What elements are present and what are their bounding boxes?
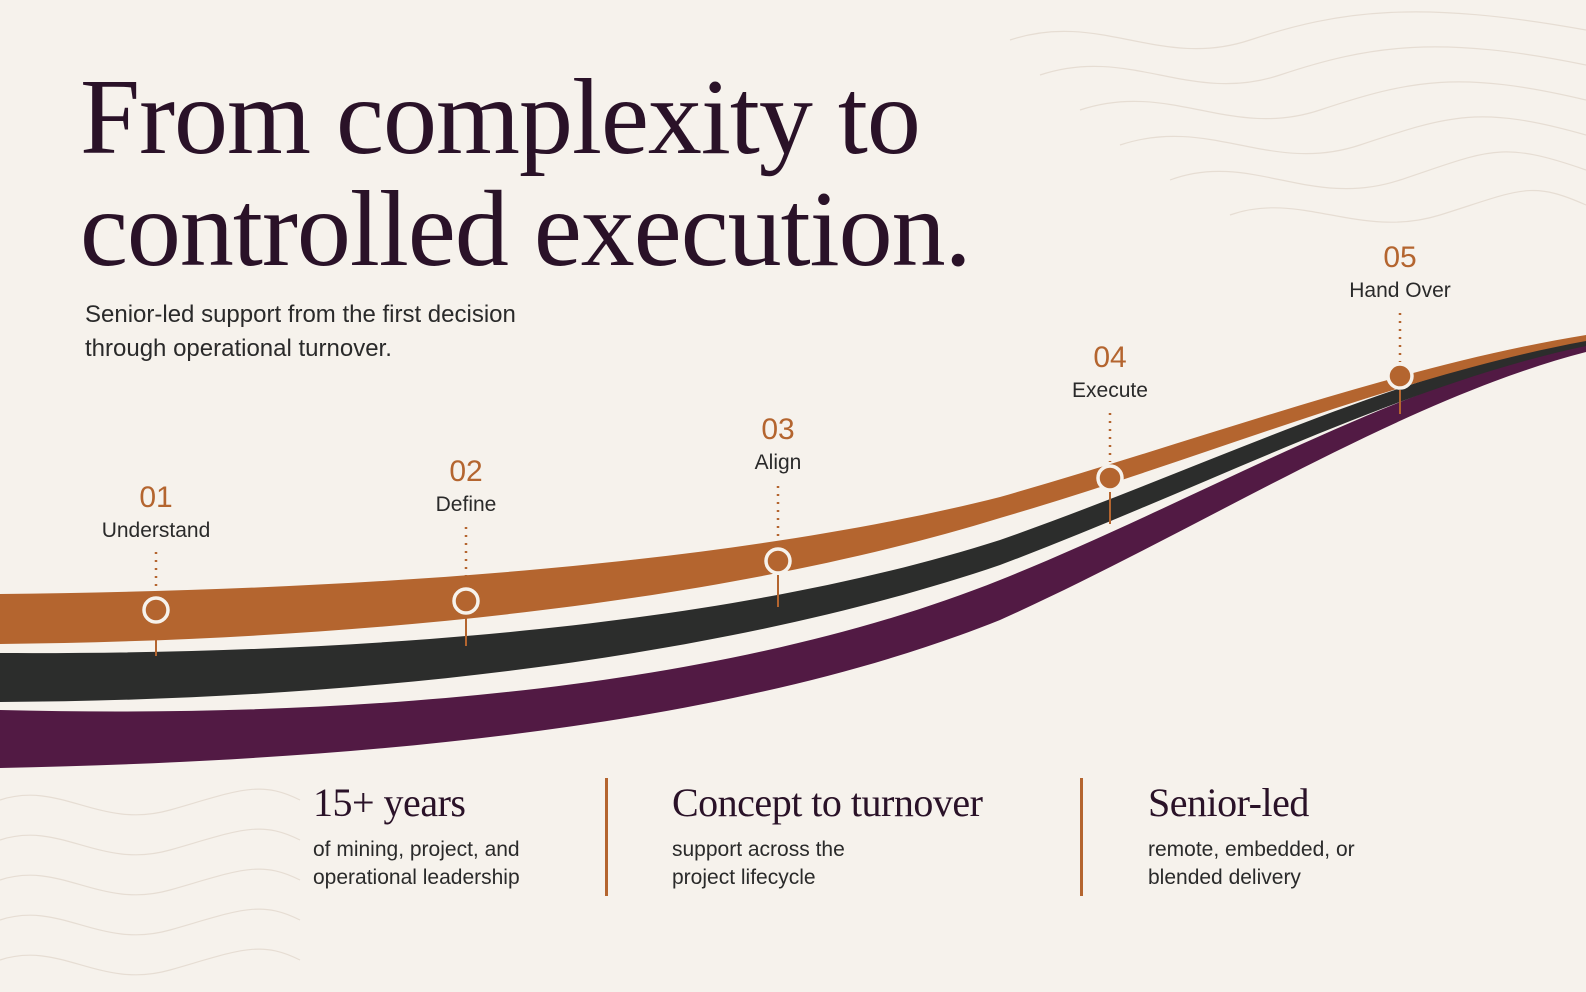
stat-value: 15+ years (313, 780, 466, 825)
step-05: 05 Hand Over (1300, 240, 1500, 306)
headline: From complexity to controlled execution. (80, 58, 972, 289)
step-label: Execute (1072, 379, 1148, 402)
step-05-marker (1386, 362, 1414, 390)
headline-line-1: From complexity to (80, 58, 921, 177)
stat-desc-line-1: support across the (672, 838, 845, 861)
step-01-marker (142, 596, 170, 624)
stat-lifecycle: Concept to turnover support across the p… (672, 778, 992, 892)
step-label: Define (435, 493, 497, 516)
purple-band (0, 345, 1586, 768)
step-connectors (154, 313, 1402, 595)
subtitle-line-2: through operational turnover. (85, 335, 392, 362)
subtitle: Senior-led support from the first decisi… (85, 298, 605, 366)
step-number: 01 (139, 481, 173, 514)
step-number: 02 (449, 455, 483, 488)
step-number: 04 (1093, 341, 1127, 374)
step-number: 05 (1383, 241, 1417, 274)
stat-divider (605, 778, 608, 896)
stat-divider (1080, 778, 1083, 896)
step-stems (155, 390, 1401, 656)
stat-desc-line-2: operational leadership (313, 866, 520, 889)
headline-line-2: controlled execution. (80, 170, 972, 289)
step-01: 01 Understand (56, 480, 256, 546)
step-label: Understand (101, 519, 211, 542)
stat-desc-line-2: project lifecycle (672, 866, 816, 889)
step-label: Hand Over (1349, 279, 1451, 302)
step-label: Align (754, 451, 802, 474)
stat-desc-line-1: remote, embedded, or (1148, 838, 1355, 861)
step-02-marker (452, 587, 480, 615)
stat-desc-line-2: blended delivery (1148, 866, 1301, 889)
stat-value: Senior-led (1148, 780, 1309, 825)
step-markers (142, 362, 1414, 624)
dark-band (0, 340, 1586, 702)
stat-description: of mining, project, and operational lead… (313, 836, 633, 892)
stat-delivery: Senior-led remote, embedded, or blended … (1148, 778, 1468, 892)
stat-description: remote, embedded, or blended delivery (1148, 836, 1468, 892)
step-04: 04 Execute (1010, 340, 1210, 406)
subtitle-line-1: Senior-led support from the first decisi… (85, 301, 516, 328)
stat-desc-line-1: of mining, project, and (313, 838, 520, 861)
step-03-marker (764, 547, 792, 575)
stat-value: Concept to turnover (672, 780, 983, 825)
step-number: 03 (761, 413, 795, 446)
stat-experience: 15+ years of mining, project, and operat… (313, 778, 633, 892)
step-04-marker (1096, 464, 1124, 492)
step-02: 02 Define (366, 454, 566, 520)
step-03: 03 Align (678, 412, 878, 478)
stat-description: support across the project lifecycle (672, 836, 992, 892)
